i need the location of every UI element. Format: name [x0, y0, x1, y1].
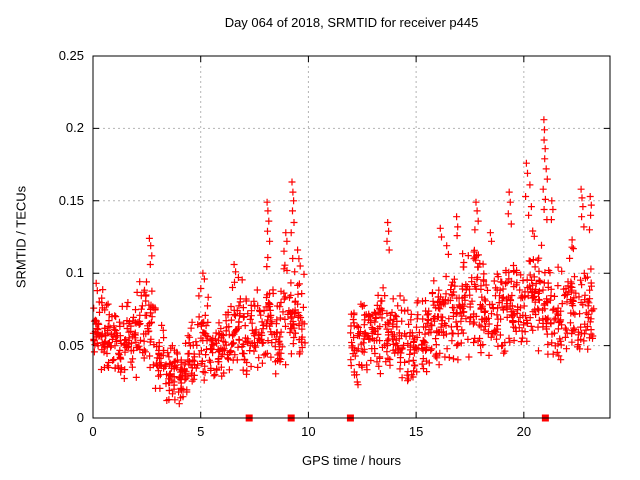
x-tick-label: 5 [197, 424, 205, 439]
y-tick-label: 0.25 [58, 48, 84, 63]
y-tick-label: 0.1 [65, 265, 84, 281]
x-tick-label: 0 [89, 424, 97, 439]
x-axis-label: GPS time / hours [302, 453, 401, 468]
y-tick-label: 0.05 [58, 337, 84, 353]
y-tick-label: 0 [76, 410, 84, 425]
plot-border [92, 55, 611, 419]
y-tick-label: 0.2 [65, 120, 84, 136]
grid-lines [93, 56, 610, 418]
x-tick-label: 20 [516, 424, 532, 439]
y-tick-label: 0.15 [58, 192, 84, 208]
data-points [89, 116, 598, 408]
x-tick-label: 15 [408, 424, 424, 439]
chart-title: Day 064 of 2018, SRMTID for receiver p44… [224, 15, 479, 30]
x-tick-label: 10 [301, 424, 316, 439]
